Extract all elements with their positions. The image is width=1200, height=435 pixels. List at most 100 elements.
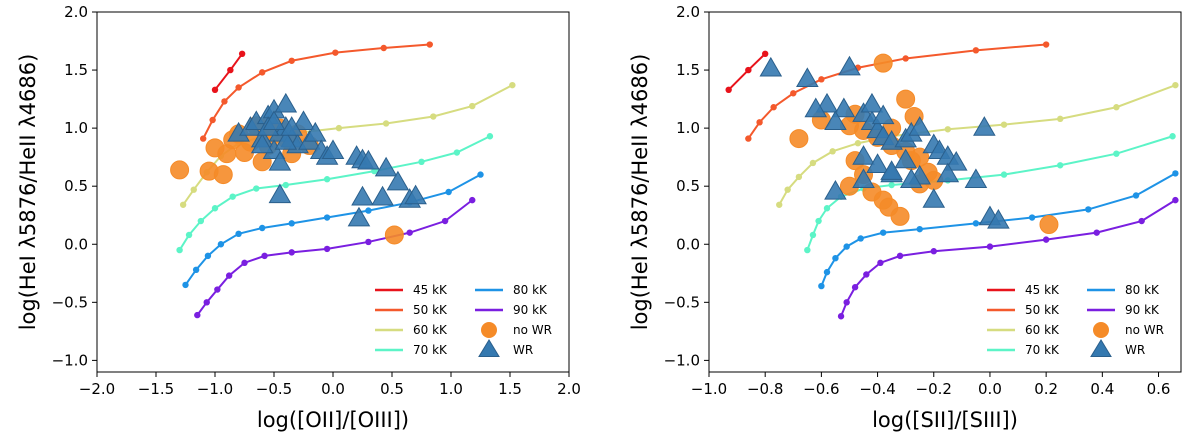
x-tick-label: 0.6 [1147, 380, 1171, 398]
y-tick-label: 2.0 [676, 3, 700, 21]
legend-label-45-kk: 45 kK [413, 283, 448, 297]
point-50-kk [209, 116, 216, 124]
point-80-kk [288, 220, 295, 227]
point-90-kk [203, 299, 210, 306]
plot-area [725, 41, 1179, 320]
point-60-kk [469, 102, 476, 110]
point-wr [944, 150, 968, 171]
x-tick-label: −0.8 [747, 380, 783, 398]
point-wr [922, 188, 946, 208]
series-80-kk [182, 171, 484, 289]
point-70-kk [809, 231, 817, 239]
point-70-kk [1113, 150, 1120, 157]
y-tick-label: 0.5 [64, 177, 88, 195]
point-wr [292, 110, 315, 130]
point-90-kk [1042, 236, 1050, 243]
point-90-kk [1138, 217, 1145, 225]
legend-entry-45-kk: 45 kK [987, 283, 1060, 297]
point-80-kk [182, 281, 189, 289]
point-90-kk [323, 245, 331, 253]
legend-swatch-no-wr [1093, 322, 1109, 338]
x-tick-label: 0.5 [380, 380, 404, 398]
x-tick-label: −0.4 [859, 380, 895, 398]
plot-frame [708, 11, 1182, 373]
x-axis-label: log([OII]/[OIII]) [257, 408, 409, 432]
y-tick-label: 1.5 [64, 61, 88, 79]
point-45-kk [745, 66, 752, 74]
legend-swatch-no-wr [481, 322, 497, 338]
point-80-kk [445, 188, 452, 196]
point-70-kk [211, 205, 219, 212]
point-no-wr [896, 89, 916, 109]
x-tick-label: 0.0 [321, 380, 345, 398]
point-60-kk [829, 148, 836, 155]
point-70-kk [888, 181, 895, 189]
point-60-kk [1172, 81, 1179, 89]
x-tick-label: 2.0 [557, 380, 581, 398]
legend-entry-50-kk: 50 kK [375, 303, 448, 317]
point-70-kk [197, 217, 205, 225]
point-wr [280, 116, 304, 136]
point-80-kk [879, 229, 887, 236]
point-80-kk [972, 220, 980, 227]
point-50-kk [200, 135, 207, 142]
point-no-wr [213, 165, 233, 185]
point-50-kk [221, 98, 228, 105]
point-wr [987, 209, 1010, 229]
point-wr [824, 110, 847, 130]
x-tick-label: −0.6 [803, 380, 839, 398]
point-80-kk [235, 230, 242, 238]
legend-entry-60-kk: 60 kK [375, 323, 448, 337]
point-90-kk [225, 272, 233, 279]
point-wr [268, 183, 292, 204]
y-tick-label: −0.5 [664, 293, 700, 311]
point-70-kk [1000, 171, 1008, 178]
point-90-kk [843, 299, 850, 306]
y-tick-label: −0.5 [52, 293, 88, 311]
x-tick-label: 0.2 [1034, 380, 1058, 398]
point-60-kk [784, 186, 791, 193]
point-no-wr [1039, 215, 1059, 235]
legend-entry-90-kk: 90 kK [1087, 303, 1160, 317]
point-50-kk [332, 49, 339, 56]
legend-label-50-kk: 50 kK [413, 303, 448, 317]
legend-entry-60-kk: 60 kK [987, 323, 1060, 337]
series-90-kk [837, 196, 1179, 320]
series-90-kk [194, 196, 476, 319]
legend-label-70-kk: 70 kK [1025, 343, 1060, 357]
point-90-kk [986, 243, 994, 250]
point-60-kk [335, 124, 343, 132]
point-70-kk [453, 149, 461, 156]
point-wr [899, 168, 923, 189]
legend-entry-wr: WR [1090, 339, 1145, 357]
legend-entry-80-kk: 80 kK [475, 283, 548, 297]
point-90-kk [241, 259, 248, 267]
series-50-kk [200, 41, 433, 142]
point-no-wr [890, 206, 910, 226]
point-60-kk [190, 186, 197, 193]
series-70-kk [176, 133, 494, 254]
point-80-kk [217, 241, 225, 248]
point-90-kk [1172, 196, 1179, 204]
legend-label-90-kk: 90 kK [513, 303, 548, 317]
point-wr [973, 116, 996, 136]
legend-label-60-kk: 60 kK [413, 323, 448, 337]
point-50-kk [756, 119, 763, 126]
point-90-kk [1093, 229, 1100, 236]
point-wr [274, 92, 298, 113]
x-tick-label: −0.5 [256, 380, 292, 398]
y-axis-label: log(HeI λ5876/HeII λ4686) [628, 54, 652, 331]
y-tick-label: 0.0 [64, 235, 88, 253]
point-80-kk [1085, 206, 1092, 213]
y-tick-label: 1.0 [64, 119, 88, 137]
point-60-kk [944, 126, 952, 133]
series-wr [227, 92, 427, 227]
point-wr [796, 67, 819, 88]
x-tick-label: −1.5 [138, 380, 174, 398]
point-wr [838, 55, 861, 76]
point-60-kk [1056, 115, 1064, 123]
x-tick-label: 1.5 [498, 380, 522, 398]
point-50-kk [1042, 41, 1050, 48]
point-wr [351, 185, 374, 206]
